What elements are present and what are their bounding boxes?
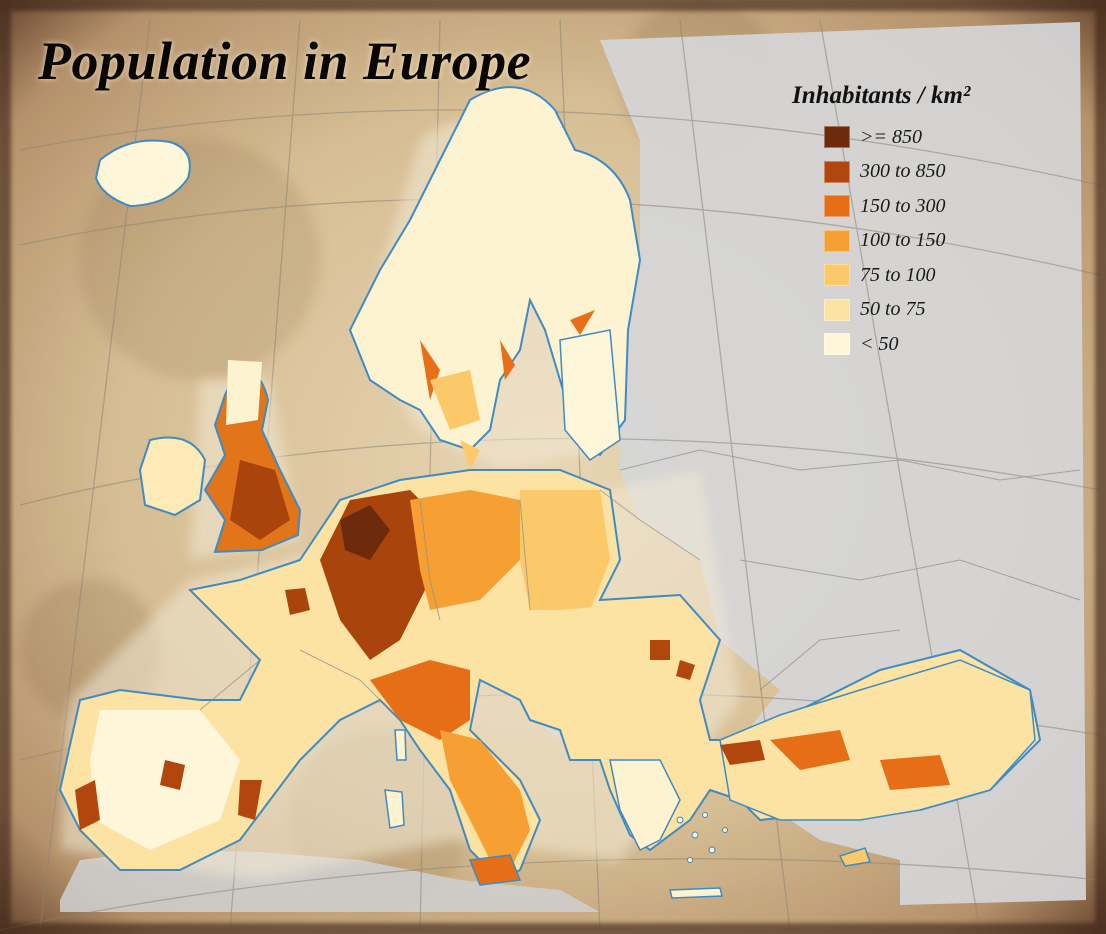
country-borders xyxy=(199,449,1081,711)
aegean-islands xyxy=(676,812,728,863)
balkans xyxy=(560,600,710,740)
map-title: Population in Europe xyxy=(38,31,532,91)
legend: Inhabitants / km² >= 850 300 to 850 150 to… xyxy=(792,82,1042,362)
legend-swatch xyxy=(824,333,850,356)
legend-item: 50 to 75 xyxy=(824,293,1042,328)
legend-label: 75 to 100 xyxy=(860,263,936,286)
legend-label: 50 to 75 xyxy=(860,298,926,321)
legend-item: 150 to 300 xyxy=(824,189,1042,224)
legend-item: >= 850 xyxy=(824,120,1042,155)
great-britain-london-core xyxy=(230,460,290,540)
paris-region xyxy=(285,588,310,615)
cyprus xyxy=(838,847,872,867)
ireland xyxy=(138,436,207,517)
legend-swatch xyxy=(824,160,850,183)
crete xyxy=(669,887,723,899)
iceland xyxy=(94,139,191,208)
germany-moderate xyxy=(410,490,520,610)
baltic-states xyxy=(559,329,621,461)
anatolia-dense-belt xyxy=(770,730,950,790)
great-britain-north xyxy=(226,360,262,425)
legend-swatch xyxy=(824,126,850,149)
legend-label: 100 to 150 xyxy=(860,229,946,252)
turkey xyxy=(719,659,1036,821)
corsica-sardinia xyxy=(384,729,407,829)
legend-swatch xyxy=(824,229,850,252)
legend-swatch xyxy=(824,264,850,287)
poland-czechia xyxy=(520,490,610,610)
south-sweden xyxy=(430,370,480,470)
iberian-coast-dense xyxy=(75,760,262,830)
legend-label: 150 to 300 xyxy=(860,194,946,217)
legend-swatch xyxy=(824,195,850,218)
legend-label: >= 850 xyxy=(860,125,922,148)
legend-item: < 50 xyxy=(824,327,1042,362)
northern-italy xyxy=(370,660,470,740)
legend-title: Inhabitants / km² xyxy=(792,82,971,109)
istanbul-region xyxy=(720,740,765,765)
legend-item: 75 to 100 xyxy=(824,258,1042,293)
greece xyxy=(609,759,681,852)
legend-label: 300 to 850 xyxy=(860,160,946,183)
italy-peninsula xyxy=(440,730,530,870)
romania-bulgaria-centres xyxy=(650,640,695,680)
scandinavia-dense-areas xyxy=(420,310,595,400)
legend-item: 300 to 850 xyxy=(824,155,1042,190)
ruhr-core xyxy=(340,505,390,560)
legend-list: >= 850 300 to 850 150 to 300 100 to 150 75 t… xyxy=(792,120,1042,362)
legend-label: < 50 xyxy=(860,332,899,355)
legend-item: 100 to 150 xyxy=(824,224,1042,259)
sicily xyxy=(468,854,522,886)
legend-swatch xyxy=(824,298,850,321)
